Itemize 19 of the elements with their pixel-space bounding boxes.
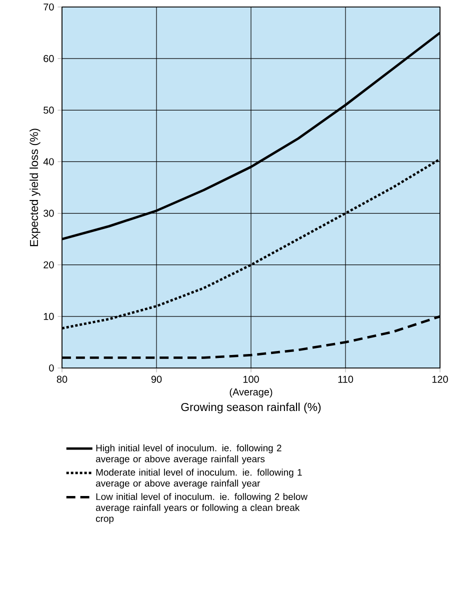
y-tick-label: 60 bbox=[44, 55, 54, 62]
x-tick-label: 110 bbox=[338, 376, 354, 383]
y-tick-label: 40 bbox=[43, 158, 54, 166]
y-tick-label: 30 bbox=[44, 210, 54, 217]
y-tick-label: 10 bbox=[44, 312, 54, 320]
x-tick-label: 80 bbox=[56, 376, 68, 383]
legend-label: Moderate initial level of inoculum. ie. following 1 average or above average rainfall year bbox=[96, 468, 302, 489]
y-axis-title: Expected yield loss (%) bbox=[30, 128, 40, 246]
x-tick-label: 120 bbox=[432, 376, 448, 383]
x-axis-title: Growing season rainfall (%) bbox=[181, 402, 321, 414]
y-tick-label: 0 bbox=[49, 364, 54, 372]
legend-label: High initial level of inoculum. ie. following 2 average or above average rainfall years bbox=[96, 444, 282, 464]
y-tick-label: 50 bbox=[44, 106, 54, 114]
y-tick-label: 20 bbox=[44, 261, 54, 268]
x-tick-label: 90 bbox=[151, 376, 162, 383]
y-tick-label: 70 bbox=[44, 3, 54, 11]
legend-label: Low initial level of inoculum. ie. following 2 below average rainfall years or following a clean break crop bbox=[96, 493, 308, 524]
x-tick-label: 100 bbox=[243, 376, 259, 383]
text: (Average) bbox=[230, 388, 272, 398]
